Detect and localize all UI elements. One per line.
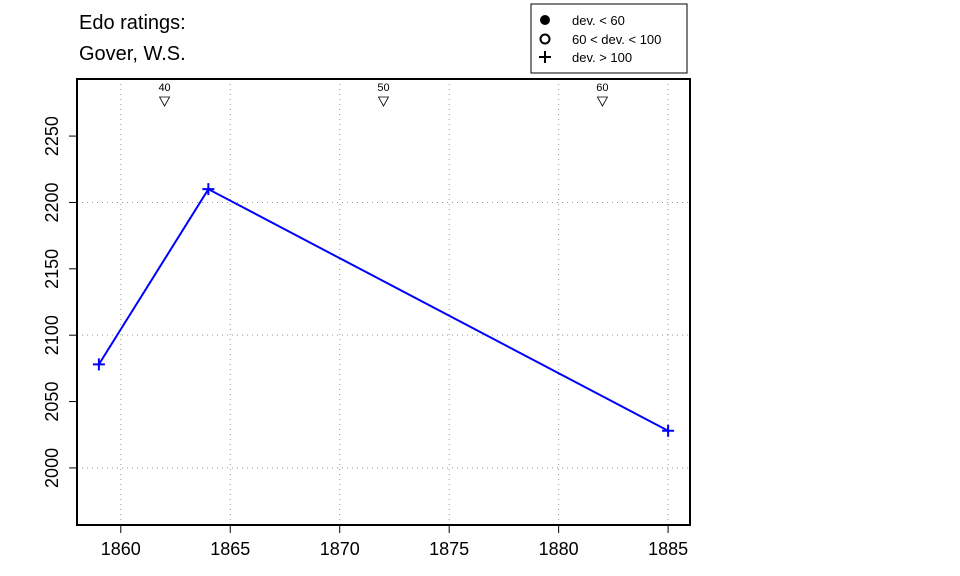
top-marker-triangle-icon xyxy=(158,96,171,107)
legend-plus-icon xyxy=(539,51,551,63)
y-tick-label: 2000 xyxy=(42,448,62,488)
legend-label: dev. < 60 xyxy=(572,13,625,28)
legend-label: dev. > 100 xyxy=(572,50,632,65)
top-marker-label: 50 xyxy=(377,82,389,94)
data-point-plus xyxy=(202,183,215,196)
legend: dev. < 60 60 < dev. < 100 dev. > 100 xyxy=(530,3,688,74)
x-tick-label: 1880 xyxy=(539,539,579,559)
y-tick-label: 2150 xyxy=(42,249,62,289)
legend-filled-circle-icon xyxy=(540,15,550,25)
x-tick-label: 1875 xyxy=(429,539,469,559)
chart-title-line-1: Edo ratings: xyxy=(79,12,186,34)
data-point-plus xyxy=(92,358,105,371)
top-marker-triangle-icon xyxy=(596,96,609,107)
y-tick-label: 2250 xyxy=(42,116,62,156)
x-tick-label: 1865 xyxy=(210,539,250,559)
top-marker-label: 60 xyxy=(596,82,608,94)
y-tick-label: 2050 xyxy=(42,382,62,422)
legend-label: 60 < dev. < 100 xyxy=(572,32,661,47)
plot-frame xyxy=(76,78,691,526)
top-marker-label: 40 xyxy=(158,82,170,94)
x-tick-label: 1860 xyxy=(101,539,141,559)
x-tick-label: 1870 xyxy=(320,539,360,559)
y-tick-label: 2100 xyxy=(42,315,62,355)
legend-box xyxy=(530,3,688,74)
data-point-plus xyxy=(662,424,675,437)
series-line xyxy=(98,187,669,432)
y-tick-label: 2200 xyxy=(42,182,62,222)
chart-title-line-2: Gover, W.S. xyxy=(79,43,186,65)
top-marker-triangle-icon xyxy=(377,96,390,107)
x-tick-label: 1885 xyxy=(648,539,688,559)
legend-open-circle-icon xyxy=(539,33,551,45)
